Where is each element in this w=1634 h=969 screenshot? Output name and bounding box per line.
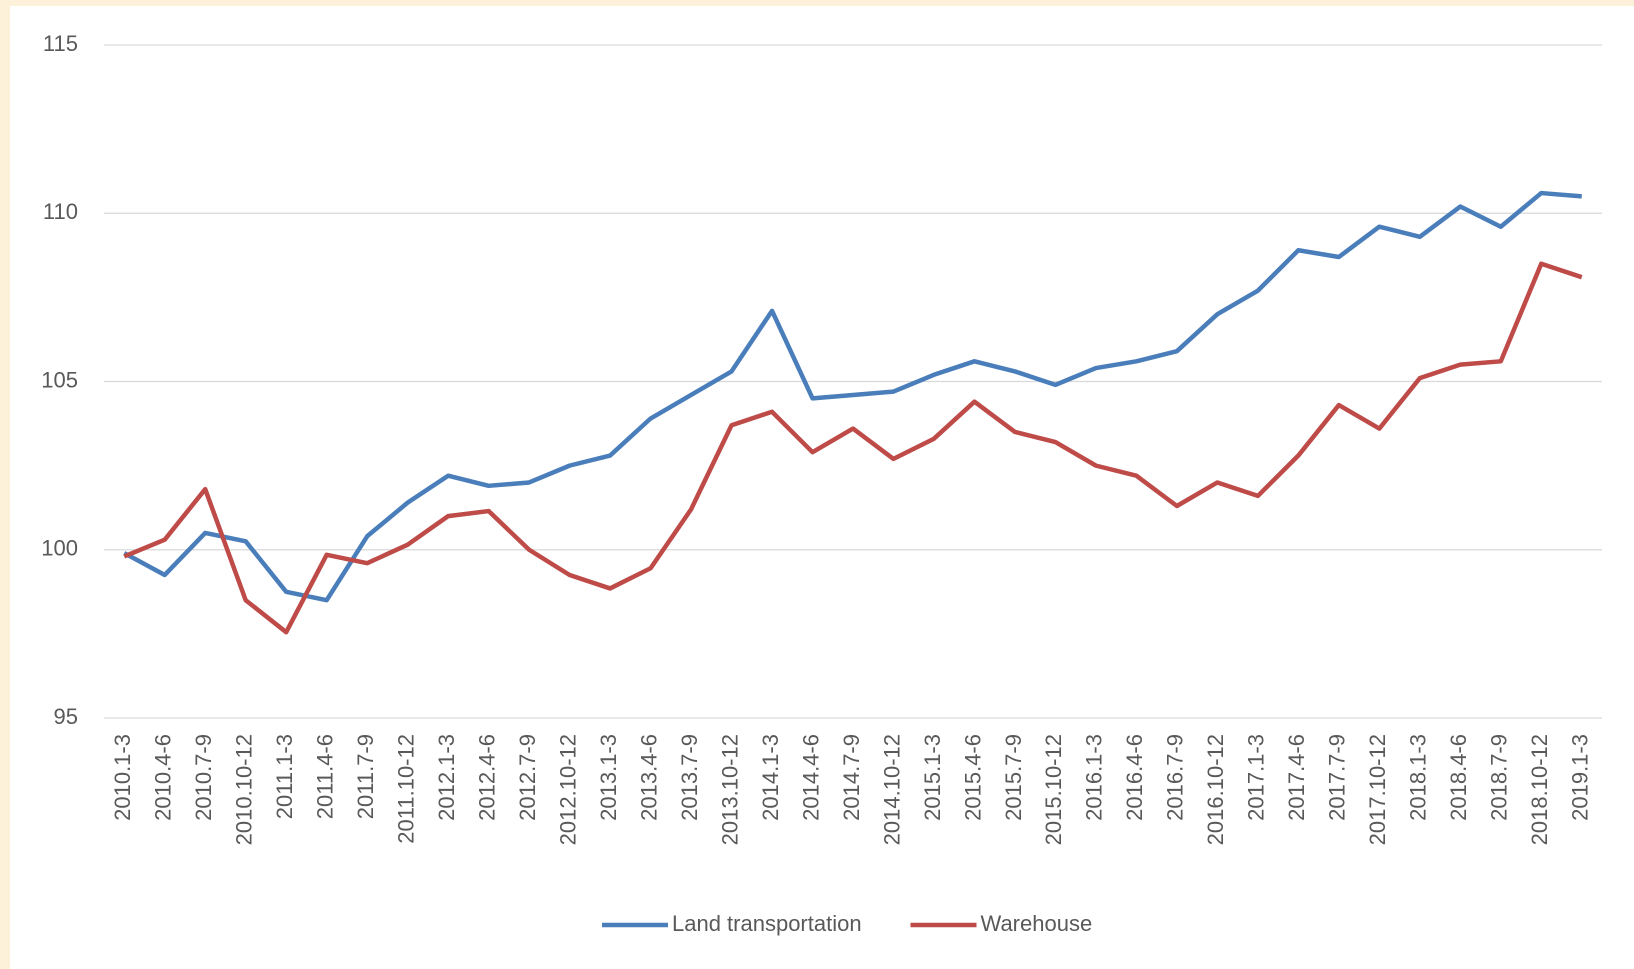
x-tick-label: 2012.4-6 <box>474 734 499 821</box>
x-tick-label: 2012.7-9 <box>515 734 540 821</box>
legend-label: Land transportation <box>672 911 862 936</box>
x-tick-label: 2017.7-9 <box>1325 734 1350 821</box>
x-tick-label: 2014.4-6 <box>798 734 823 821</box>
x-tick-label: 2017.1-3 <box>1244 734 1269 821</box>
x-tick-label: 2019.1-3 <box>1568 734 1593 821</box>
x-tick-label: 2011.7-9 <box>353 734 378 819</box>
x-tick-label: 2018.10-12 <box>1527 734 1552 845</box>
x-tick-label: 2013.10-12 <box>717 734 742 845</box>
legend-label: Warehouse <box>981 911 1093 936</box>
x-tick-label: 2013.7-9 <box>677 734 702 821</box>
x-tick-label: 2018.4-6 <box>1446 734 1471 821</box>
x-tick-label: 2010.7-9 <box>191 734 216 821</box>
line-series <box>123 190 1582 603</box>
x-tick-label: 2010.4-6 <box>151 734 176 821</box>
x-tick-label: 2010.1-3 <box>110 734 135 821</box>
x-tick-label: 2017.10-12 <box>1365 734 1390 845</box>
chart-panel <box>10 6 1634 969</box>
x-tick-label: 2016.10-12 <box>1203 734 1228 845</box>
y-tick-label: 100 <box>41 536 78 561</box>
x-tick-label: 2014.1-3 <box>758 734 783 821</box>
x-tick-label: 2014.10-12 <box>879 734 904 845</box>
x-tick-label: 2012.1-3 <box>434 734 459 821</box>
x-tick-label: 2014.7-9 <box>839 734 864 821</box>
y-tick-label: 115 <box>43 31 78 56</box>
x-tick-label: 2015.1-3 <box>920 734 945 821</box>
y-tick-label: 110 <box>43 199 78 224</box>
x-tick-label: 2016.1-3 <box>1082 734 1107 821</box>
x-tick-label: 2015.7-9 <box>1001 734 1026 821</box>
x-tick-label: 2010.10-12 <box>232 734 257 845</box>
y-tick-label: 105 <box>41 367 78 392</box>
x-tick-label: 2013.4-6 <box>636 734 661 821</box>
x-tick-label: 2013.1-3 <box>596 734 621 821</box>
x-tick-label: 2016.7-9 <box>1163 734 1188 821</box>
line-series <box>123 261 1583 635</box>
x-tick-label: 2017.4-6 <box>1284 734 1309 821</box>
x-tick-label: 2018.1-3 <box>1406 734 1431 821</box>
x-tick-label: 2015.10-12 <box>1041 734 1066 845</box>
y-tick-label: 95 <box>54 704 78 729</box>
x-tick-label: 2018.7-9 <box>1487 734 1512 821</box>
x-tick-label: 2016.4-6 <box>1122 734 1147 821</box>
x-tick-label: 2012.10-12 <box>555 734 580 845</box>
x-tick-label: 2015.4-6 <box>960 734 985 821</box>
x-tick-label: 2011.4-6 <box>312 734 337 819</box>
x-tick-label: 2011.10-12 <box>393 734 418 844</box>
x-tick-label: 2011.1-3 <box>272 734 297 819</box>
